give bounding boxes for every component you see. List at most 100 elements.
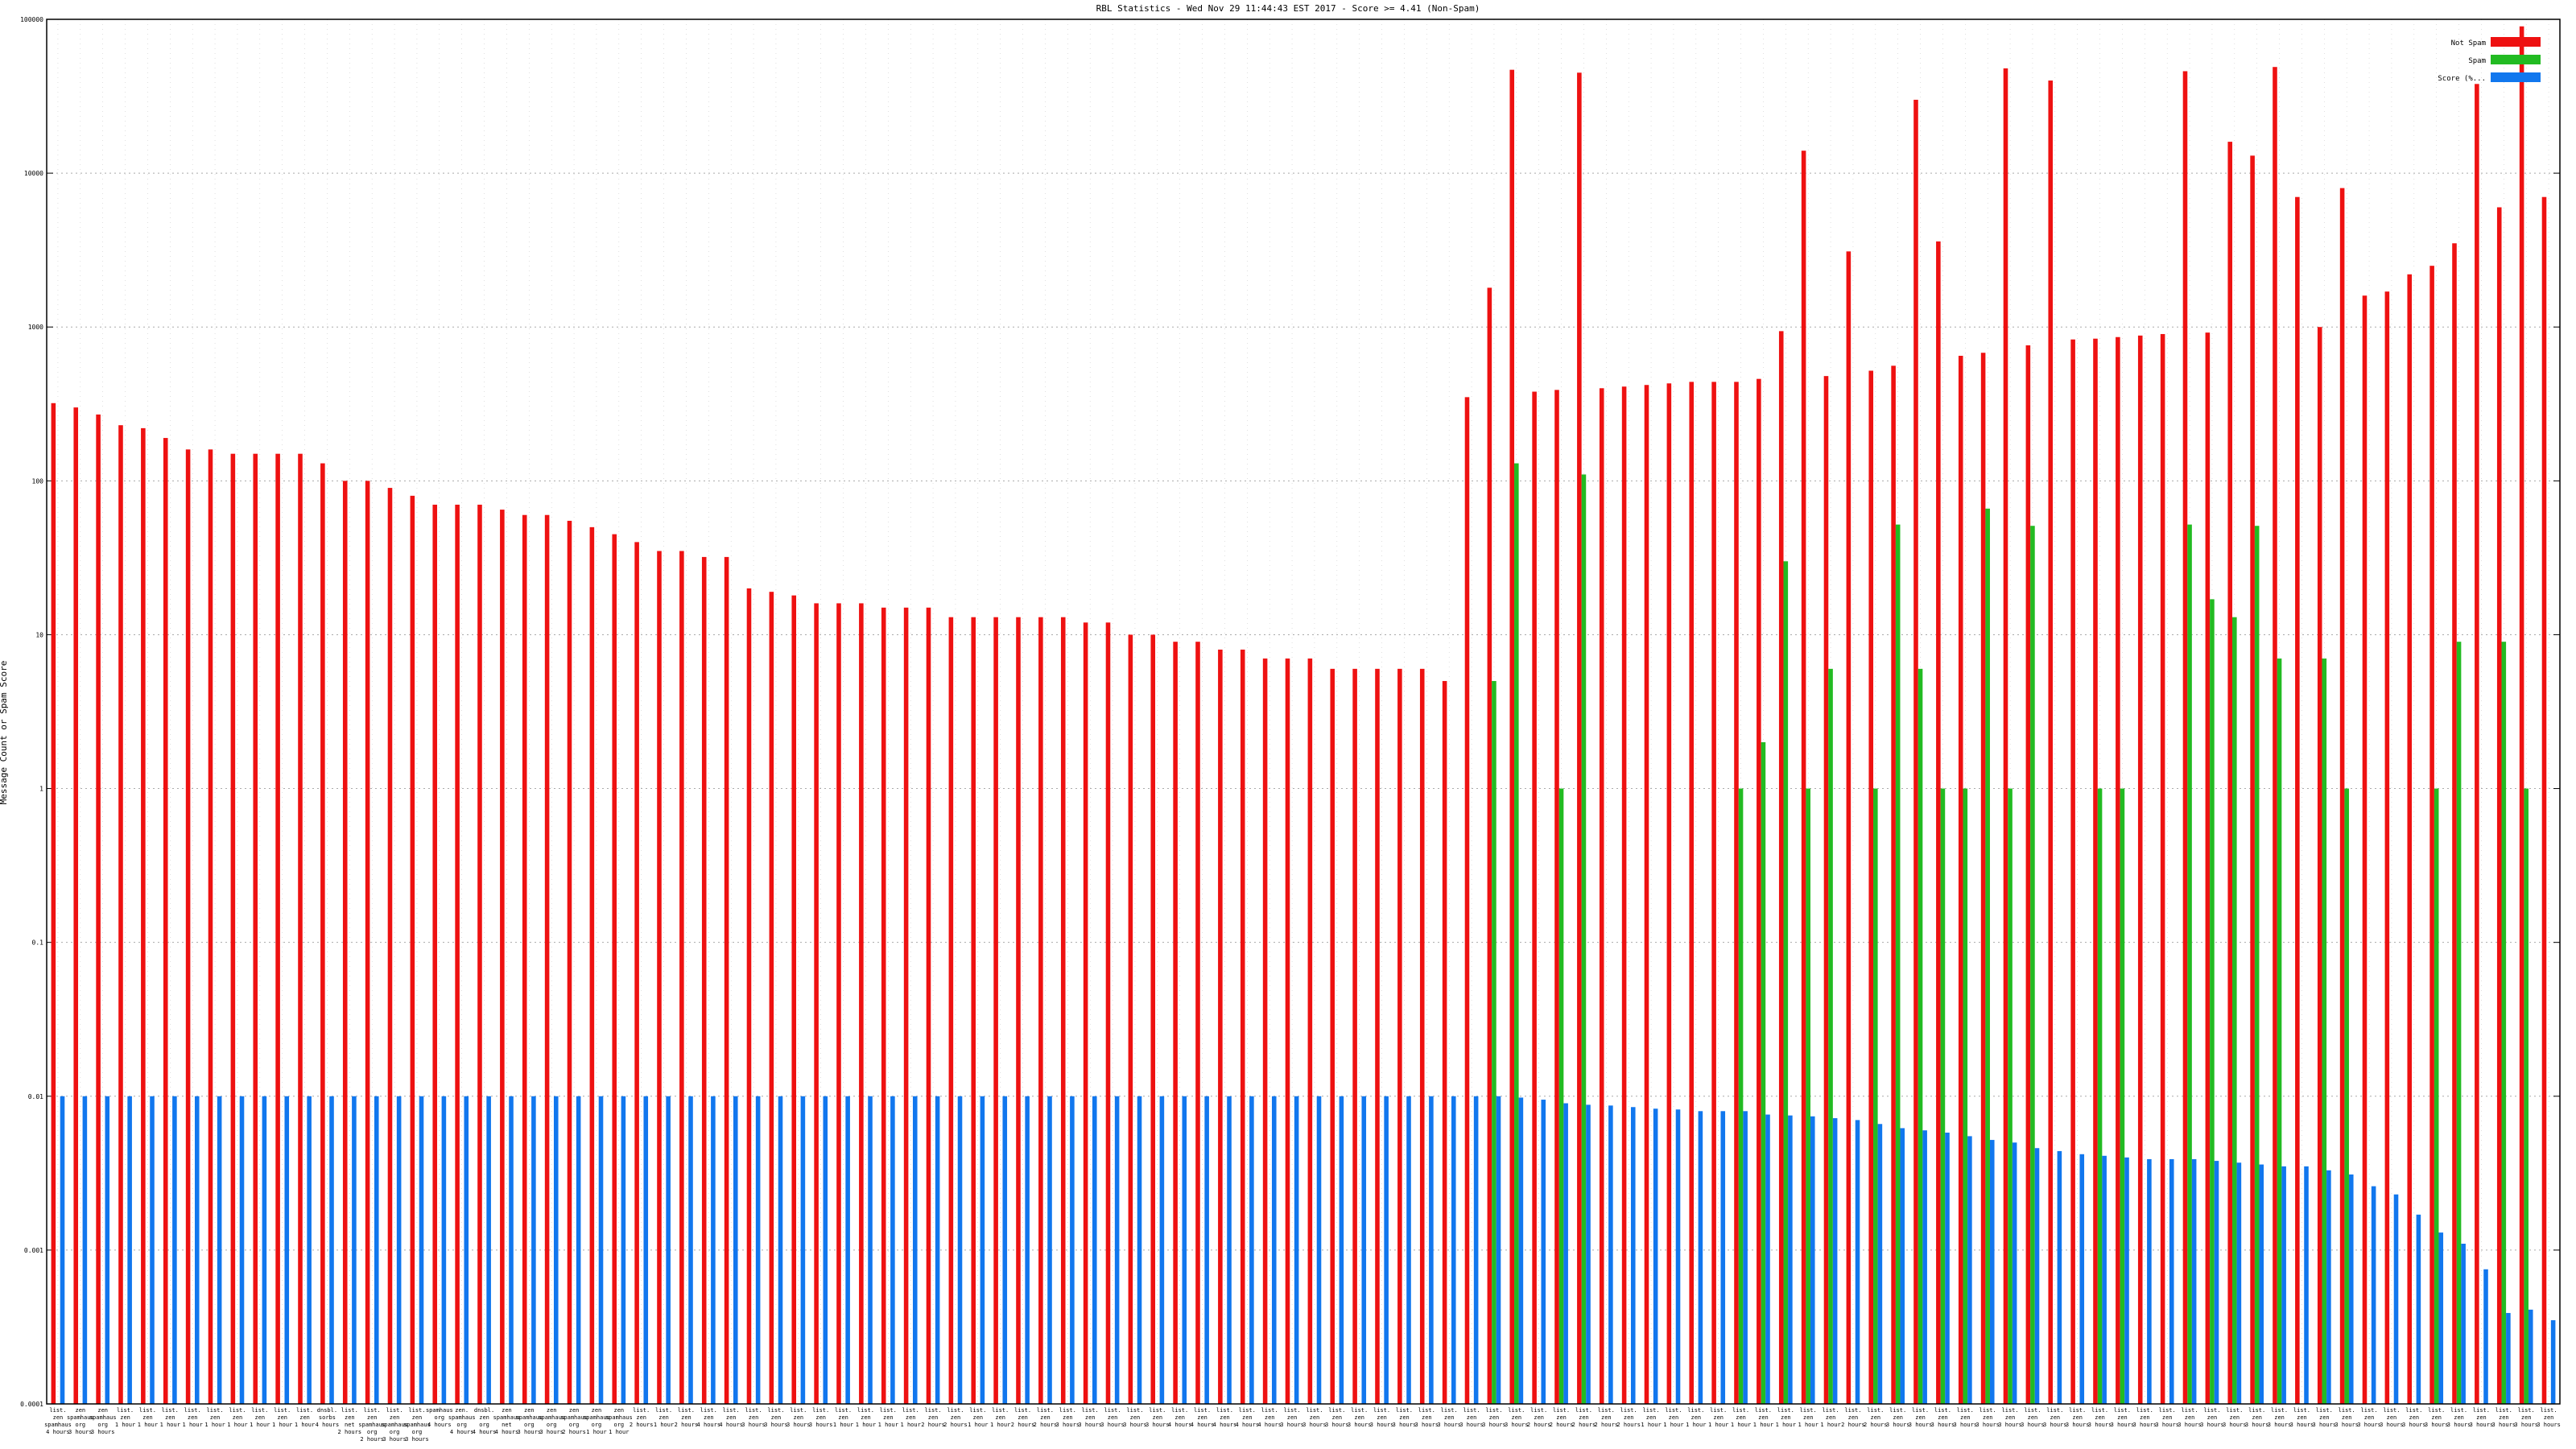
score-bar xyxy=(1855,1120,1860,1404)
x-tick-label: list. zen 3 hours xyxy=(1505,1407,1529,1428)
not-spam-bar xyxy=(724,556,729,1404)
x-tick-label: list. zen 4 hours xyxy=(697,1407,721,1428)
score-bar xyxy=(1204,1096,1209,1404)
not-spam-bar xyxy=(1307,658,1313,1404)
score-bar xyxy=(868,1096,873,1404)
score-bar xyxy=(150,1096,155,1404)
spam-bar xyxy=(2322,658,2327,1404)
score-bar xyxy=(2057,1150,2062,1404)
not-spam-bar xyxy=(948,617,954,1404)
score-bar xyxy=(1429,1096,1434,1404)
legend-swatch xyxy=(2491,55,2541,64)
x-tick-label: list. zen 1 hour xyxy=(1820,1407,1840,1428)
x-tick-label: list. zen 1 hour xyxy=(1686,1407,1706,1428)
score-bar xyxy=(666,1096,671,1404)
not-spam-bar xyxy=(1846,251,1852,1405)
x-tick-label: zen spamhaus net 4 hours xyxy=(493,1407,521,1435)
score-bar xyxy=(2393,1194,2399,1404)
x-tick-label: list. zen spamhaus org 3 hours xyxy=(403,1407,431,1443)
not-spam-bar xyxy=(2160,333,2165,1404)
x-tick-label: zen spamhaus org 3 hours xyxy=(515,1407,543,1435)
score-bar xyxy=(307,1096,312,1404)
x-tick-label: list. zen 3 hours xyxy=(2402,1407,2426,1428)
score-bar xyxy=(845,1096,850,1404)
spam-bar xyxy=(2232,617,2237,1404)
not-spam-bar xyxy=(1464,397,1470,1404)
y-tick-label: 100 xyxy=(32,477,44,485)
not-spam-bar xyxy=(522,514,527,1404)
score-bar xyxy=(2461,1243,2466,1404)
x-tick-label: zen spamhaus org 1 hour xyxy=(605,1407,633,1435)
score-bar xyxy=(531,1096,536,1404)
score-bar xyxy=(755,1096,761,1404)
x-tick-label: zen. spamhaus org 4 hours xyxy=(448,1407,476,1435)
x-tick-label: list. zen 3 hours xyxy=(2425,1407,2449,1428)
score-bar xyxy=(1182,1096,1187,1404)
not-spam-bar xyxy=(859,603,864,1404)
spam-bar xyxy=(1492,680,1496,1404)
spam-bar xyxy=(2187,524,2192,1404)
score-bar xyxy=(1989,1140,1995,1404)
not-spam-bar xyxy=(1577,72,1582,1405)
score-bar xyxy=(1361,1096,1367,1404)
x-tick-label: list. zen 1 hour xyxy=(1708,1407,1728,1428)
not-spam-bar xyxy=(1689,382,1695,1405)
x-tick-label: list. zen 1 hour xyxy=(204,1407,225,1428)
x-tick-label: list. zen 2 hours xyxy=(630,1407,654,1428)
not-spam-bar xyxy=(2452,243,2457,1405)
x-tick-label: list. zen 1 hour xyxy=(295,1407,315,1428)
x-tick-label: list. zen 3 hours xyxy=(2200,1407,2224,1428)
x-tick-label: list. zen 2 hours xyxy=(1864,1407,1888,1428)
not-spam-bar xyxy=(387,488,393,1404)
score-bar xyxy=(2169,1158,2174,1404)
y-tick-label: 0.001 xyxy=(24,1247,43,1254)
not-spam-bar xyxy=(544,514,550,1404)
x-tick-label: list. zen 2 hours xyxy=(675,1407,699,1428)
score-bar xyxy=(127,1096,132,1404)
not-spam-bar xyxy=(1757,378,1761,1404)
spam-bar xyxy=(2344,788,2349,1404)
score-bar xyxy=(1025,1096,1030,1404)
x-tick-label: list. zen 3 hours xyxy=(1437,1407,1461,1428)
not-spam-bar xyxy=(1599,388,1604,1405)
score-bar xyxy=(2483,1269,2488,1404)
spam-bar xyxy=(1806,788,1810,1404)
not-spam-bar xyxy=(2250,155,2255,1405)
x-tick-label: list. zen 3 hours xyxy=(1998,1407,2022,1428)
not-spam-bar xyxy=(881,607,886,1404)
x-tick-label: list. zen 3 hours xyxy=(2111,1407,2135,1428)
not-spam-bar xyxy=(1554,390,1559,1405)
score-bar xyxy=(1832,1118,1838,1404)
x-tick-label: list. zen 1 hour xyxy=(856,1407,876,1428)
score-bar xyxy=(912,1096,918,1404)
score-bar xyxy=(284,1096,290,1404)
score-bar xyxy=(2012,1142,2017,1404)
not-spam-bar xyxy=(2182,71,2188,1405)
y-tick-label: 0.01 xyxy=(28,1093,43,1100)
x-tick-label: list. zen 4 hours xyxy=(1168,1407,1192,1428)
score-bar xyxy=(2348,1174,2354,1404)
score-bar xyxy=(329,1096,334,1404)
spam-bar xyxy=(2501,642,2507,1404)
score-bar xyxy=(800,1096,806,1404)
x-tick-label: list. zen 2 hours xyxy=(1841,1407,1865,1428)
score-bar xyxy=(733,1096,738,1404)
not-spam-bar xyxy=(1509,69,1515,1404)
x-tick-label: list. zen 3 hours xyxy=(2470,1407,2494,1428)
not-spam-bar xyxy=(1666,383,1672,1404)
x-tick-label: list. zen 1 hour xyxy=(654,1407,674,1428)
x-tick-label: dnsbl. zen org 4 hours xyxy=(473,1407,497,1435)
not-spam-bar xyxy=(1801,151,1806,1404)
y-tick-label: 10000 xyxy=(24,170,43,177)
score-bar xyxy=(1586,1104,1591,1404)
plot-frame xyxy=(46,19,2561,1405)
x-tick-label: list. zen 3 hours xyxy=(2290,1407,2314,1428)
not-spam-bar xyxy=(1644,385,1649,1404)
x-tick-label: list. zen 3 hours xyxy=(2021,1407,2045,1428)
not-spam-bar xyxy=(365,481,370,1405)
score-bar xyxy=(1608,1105,1613,1404)
not-spam-bar xyxy=(1734,382,1739,1405)
not-spam-bar xyxy=(230,453,236,1404)
x-tick-label: list. zen 2 hours xyxy=(1527,1407,1551,1428)
y-tick-label: 0.1 xyxy=(32,939,44,947)
